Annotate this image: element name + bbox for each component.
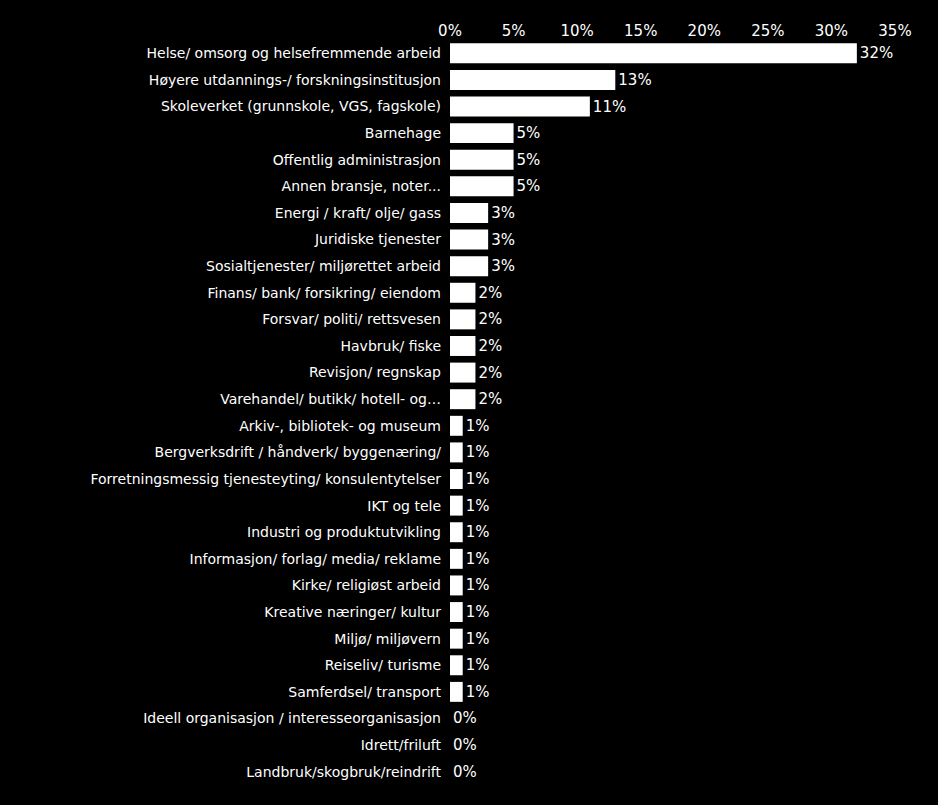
svg-text:Kreative næringer/ kultur: Kreative næringer/ kultur (264, 604, 441, 620)
svg-text:30%: 30% (815, 22, 848, 40)
svg-text:IKT og tele: IKT og tele (367, 498, 441, 514)
svg-text:3%: 3% (491, 257, 515, 275)
svg-text:0%: 0% (453, 709, 477, 727)
svg-text:1%: 1% (466, 443, 490, 461)
svg-text:Forretningsmessig tjenesteytin: Forretningsmessig tjenesteyting/ konsule… (90, 471, 441, 487)
svg-text:10%: 10% (560, 22, 593, 40)
svg-text:Varehandel/ butikk/ hotell- og: Varehandel/ butikk/ hotell- og… (220, 391, 441, 407)
svg-text:Høyere utdannings-/ forsknings: Høyere utdannings-/ forskningsinstitusjo… (149, 72, 441, 88)
svg-text:Samferdsel/ transport: Samferdsel/ transport (288, 684, 441, 700)
svg-text:Finans/ bank/ forsikring/ eien: Finans/ bank/ forsikring/ eiendom (207, 285, 441, 301)
svg-text:25%: 25% (751, 22, 784, 40)
svg-text:Offentlig administrasjon: Offentlig administrasjon (273, 152, 441, 168)
svg-text:Sosialtjenester/ miljørettet a: Sosialtjenester/ miljørettet arbeid (206, 258, 441, 274)
svg-text:32%: 32% (860, 44, 893, 62)
svg-text:0%: 0% (438, 22, 462, 40)
svg-text:1%: 1% (466, 497, 490, 515)
svg-text:Havbruk/ fiske: Havbruk/ fiske (340, 338, 441, 354)
svg-text:2%: 2% (478, 310, 502, 328)
svg-text:Barnehage: Barnehage (365, 125, 441, 141)
svg-text:5%: 5% (517, 151, 541, 169)
svg-text:0%: 0% (453, 736, 477, 754)
svg-text:1%: 1% (466, 603, 490, 621)
svg-text:Reiseliv/ turisme: Reiseliv/ turisme (325, 657, 441, 673)
svg-text:Ideell organisasjon / interess: Ideell organisasjon / interesseorganisas… (143, 710, 441, 726)
svg-text:1%: 1% (466, 523, 490, 541)
svg-text:1%: 1% (466, 417, 490, 435)
svg-text:Juridiske tjenester: Juridiske tjenester (314, 231, 441, 247)
svg-text:Skoleverket (grunnskole, VGS,: Skoleverket (grunnskole, VGS, fagskole) (161, 98, 441, 114)
svg-text:Helse/ omsorg og helsefremmend: Helse/ omsorg og helsefremmende arbeid (146, 45, 441, 61)
svg-text:20%: 20% (688, 22, 721, 40)
svg-text:Revisjon/ regnskap: Revisjon/ regnskap (309, 364, 441, 380)
svg-text:0%: 0% (453, 763, 477, 781)
svg-text:5%: 5% (502, 22, 526, 40)
svg-text:5%: 5% (517, 124, 541, 142)
svg-text:1%: 1% (466, 470, 490, 488)
svg-text:2%: 2% (478, 284, 502, 302)
svg-text:Kirke/ religiøst arbeid: Kirke/ religiøst arbeid (292, 577, 441, 593)
svg-text:Forsvar/ politi/ rettsvesen: Forsvar/ politi/ rettsvesen (262, 311, 441, 327)
svg-text:Annen bransje, noter...: Annen bransje, noter... (282, 178, 441, 194)
svg-text:Industri og produktutvikling: Industri og produktutvikling (247, 524, 441, 540)
svg-text:Landbruk/skogbruk/reindrift: Landbruk/skogbruk/reindrift (246, 764, 441, 780)
svg-text:Arkiv-, bibliotek- og museum: Arkiv-, bibliotek- og museum (239, 418, 441, 434)
svg-text:1%: 1% (466, 576, 490, 594)
svg-text:35%: 35% (878, 22, 911, 40)
svg-text:3%: 3% (491, 204, 515, 222)
svg-text:5%: 5% (517, 177, 541, 195)
svg-text:Informasjon/ forlag/ media/ re: Informasjon/ forlag/ media/ reklame (190, 551, 441, 567)
svg-text:15%: 15% (624, 22, 657, 40)
svg-text:2%: 2% (478, 390, 502, 408)
svg-text:1%: 1% (466, 683, 490, 701)
svg-text:1%: 1% (466, 550, 490, 568)
svg-text:11%: 11% (593, 98, 626, 116)
svg-text:Idrett/friluft: Idrett/friluft (361, 737, 442, 753)
svg-text:Miljø/ miljøvern: Miljø/ miljøvern (334, 631, 441, 647)
svg-text:2%: 2% (478, 364, 502, 382)
svg-text:1%: 1% (466, 630, 490, 648)
svg-text:13%: 13% (618, 71, 651, 89)
svg-text:2%: 2% (478, 337, 502, 355)
svg-text:1%: 1% (466, 656, 490, 674)
svg-text:3%: 3% (491, 231, 515, 249)
svg-text:Bergverksdrift / håndverk/ byg: Bergverksdrift / håndverk/ byggenæring/ (155, 444, 442, 460)
svg-text:Energi / kraft/ olje/ gass: Energi / kraft/ olje/ gass (275, 205, 441, 221)
